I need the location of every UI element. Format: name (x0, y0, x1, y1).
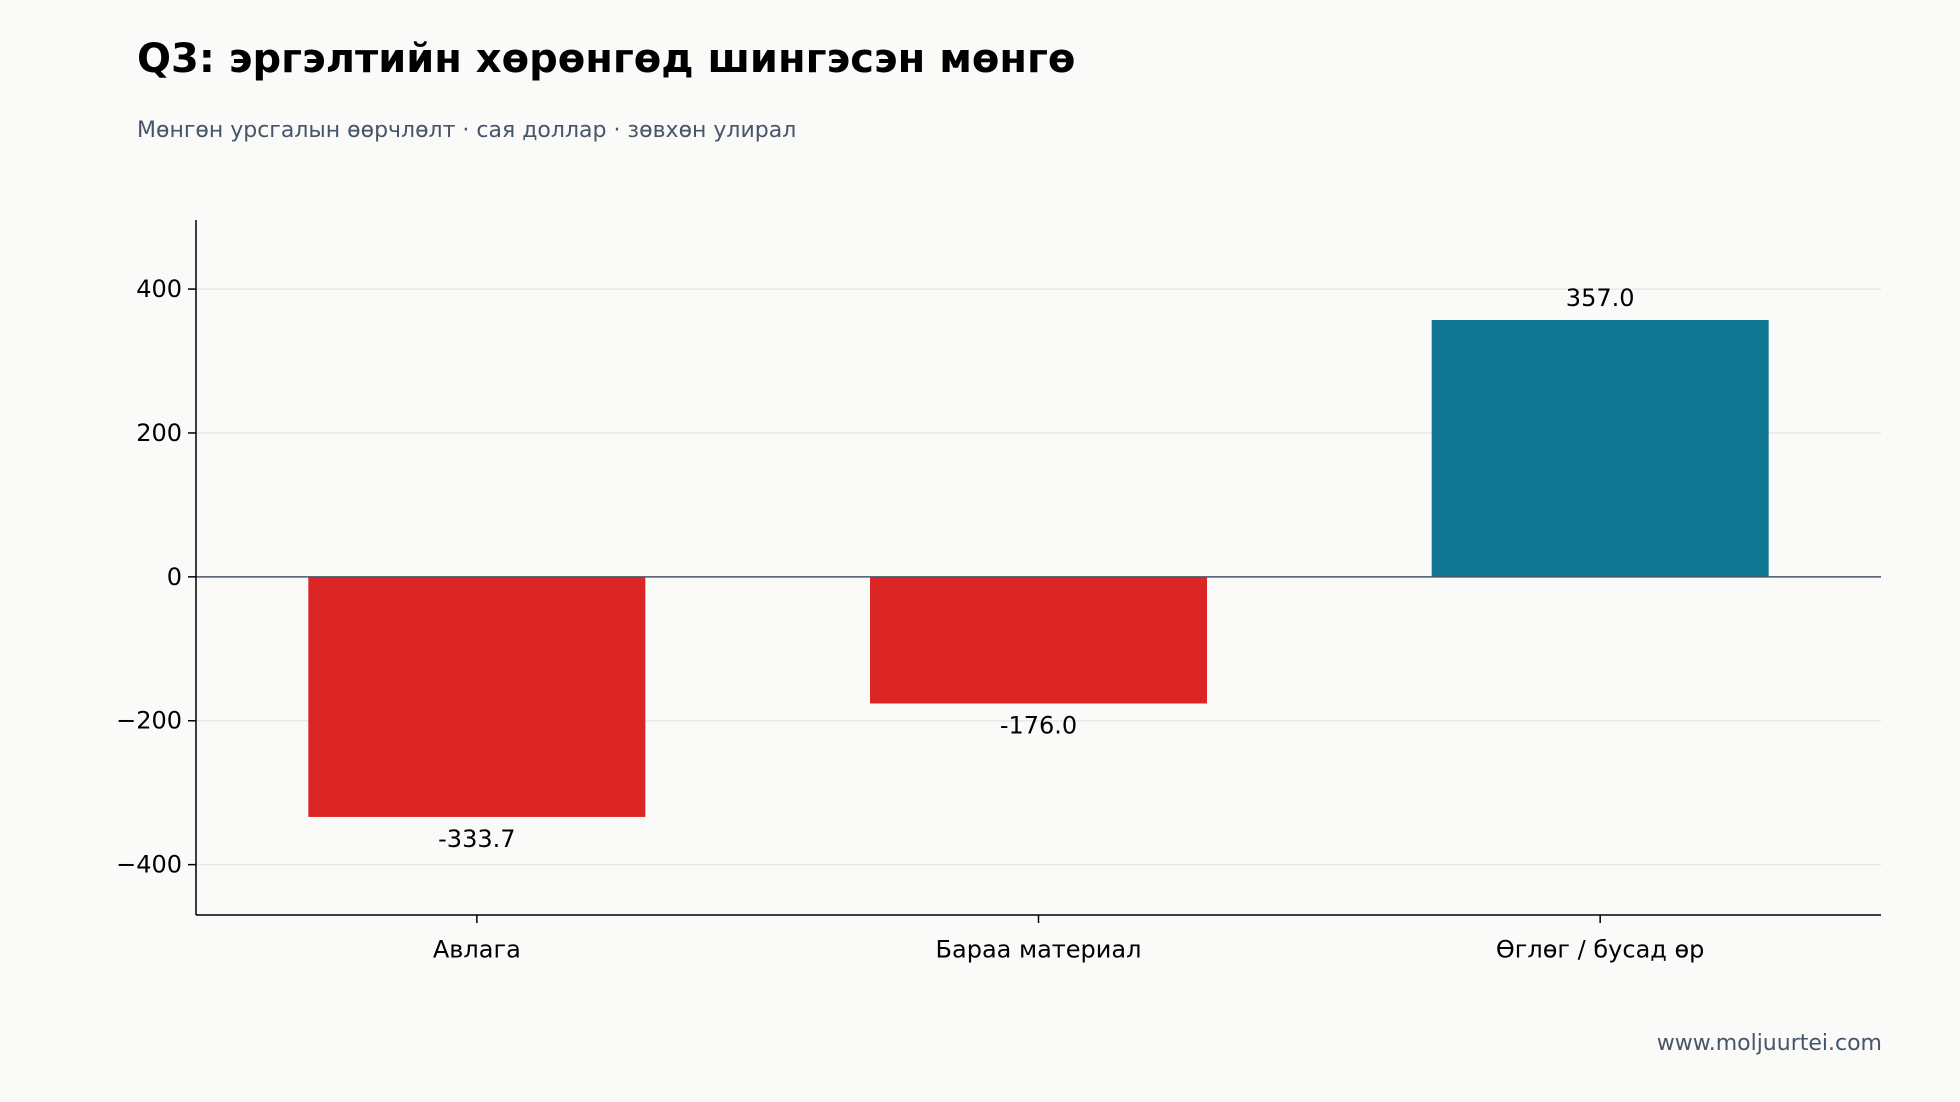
chart-subtitle: Мөнгөн урсгалын өөрчлөлт · сая доллар · … (137, 118, 797, 143)
y-tick-label: −200 (116, 707, 182, 735)
x-tick-label: Өглөг / бусад өр (1496, 936, 1705, 964)
chart-title: Q3: эргэлтийн хөрөнгөд шингэсэн мөнгө (137, 36, 1076, 82)
bar-value-label: -176.0 (1000, 711, 1077, 739)
bar (1431, 320, 1769, 577)
bar (870, 576, 1207, 704)
source-credit: www.moljuurtei.com (1656, 1031, 1882, 1056)
bar-value-label: -333.7 (438, 825, 515, 853)
y-tick-label: −400 (116, 851, 182, 879)
y-tick-label: 400 (136, 275, 182, 303)
x-tick-label: Авлага (433, 936, 521, 964)
bar-value-label: 357.0 (1566, 284, 1635, 312)
x-tick-label: Бараа материал (936, 936, 1142, 964)
bar (308, 576, 646, 817)
y-tick-label: 200 (136, 419, 182, 447)
bars (308, 320, 1769, 817)
y-tick-label: 0 (167, 563, 182, 591)
labels: 400 200 0 −200 −400 -333.7 Авлага -176.0 Бараа м… (116, 275, 1704, 964)
axes (188, 220, 1881, 923)
